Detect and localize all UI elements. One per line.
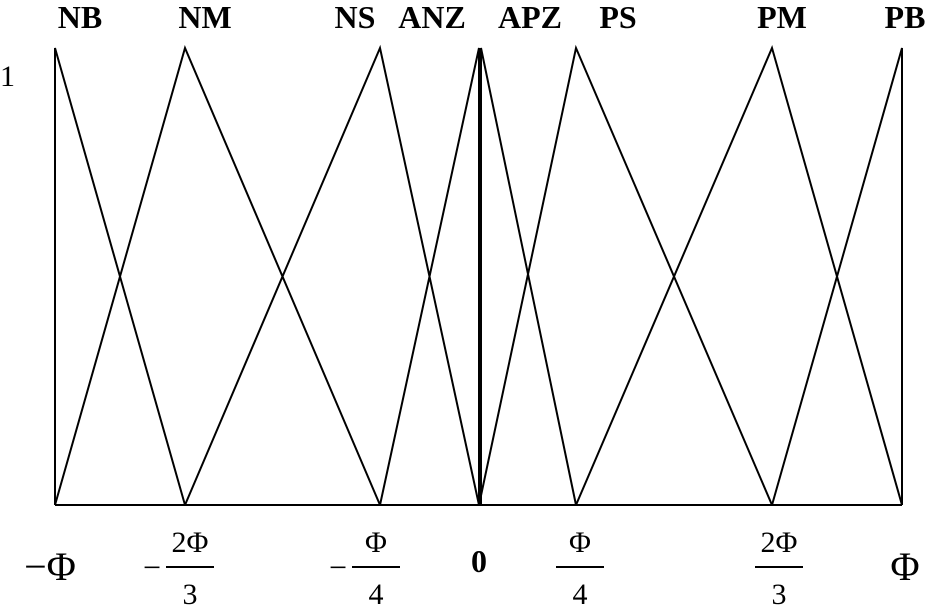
x-label-denominator: 4 <box>573 578 588 611</box>
triangle <box>480 47 577 506</box>
set-label: PB <box>885 0 926 35</box>
set-label: PS <box>599 0 636 35</box>
triangle <box>478 44 773 506</box>
set-label: NM <box>178 0 231 35</box>
x-label: Φ <box>890 544 919 589</box>
x-label-denominator: 3 <box>772 578 787 611</box>
y-label: 1 <box>0 60 15 93</box>
x-label-sign: − <box>329 549 347 585</box>
x-label-numerator: 2Φ <box>761 526 798 559</box>
x-label-numerator: Φ <box>569 526 591 559</box>
triangle <box>575 45 903 506</box>
set-label: NB <box>58 0 102 35</box>
set-label: PM <box>757 0 807 35</box>
x-label: −Φ <box>24 544 76 589</box>
x-label-denominator: 4 <box>369 578 384 611</box>
triangle <box>184 44 480 506</box>
membership-functions <box>54 44 903 506</box>
triangle <box>54 47 186 506</box>
x-label: 0 <box>471 543 487 579</box>
x-label-denominator: 3 <box>183 578 198 611</box>
set-label: APZ <box>498 0 562 35</box>
x-label-numerator: Φ <box>365 526 387 559</box>
triangle <box>54 45 381 506</box>
set-label: ANZ <box>398 0 466 35</box>
set-label: NS <box>335 0 376 35</box>
x-label-sign: − <box>143 549 161 585</box>
x-label-numerator: 2Φ <box>172 526 209 559</box>
triangle <box>771 47 903 506</box>
triangle <box>379 47 480 506</box>
